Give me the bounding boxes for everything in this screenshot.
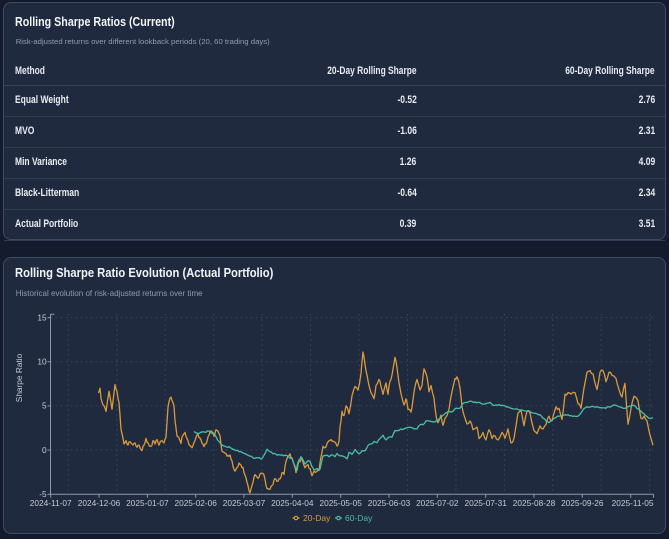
svg-text:60-Day: 60-Day [345,513,373,523]
svg-text:2024-12-06: 2024-12-06 [78,498,121,508]
svg-text:-5: -5 [39,489,47,499]
svg-text:2025-11-05: 2025-11-05 [612,498,654,508]
svg-text:2025-08-28: 2025-08-28 [513,498,556,508]
svg-text:15: 15 [37,312,47,322]
svg-text:2025-02-06: 2025-02-06 [174,498,217,508]
svg-text:2025-06-03: 2025-06-03 [368,498,411,508]
svg-text:2024-11-07: 2024-11-07 [30,498,72,508]
svg-text:2025-01-07: 2025-01-07 [126,498,169,508]
svg-text:10: 10 [37,357,47,367]
svg-text:2025-07-31: 2025-07-31 [464,498,507,508]
svg-text:2025-05-05: 2025-05-05 [319,498,362,508]
svg-text:0: 0 [42,445,47,455]
svg-text:Sharpe Ratio: Sharpe Ratio [14,353,24,402]
svg-text:2025-03-07: 2025-03-07 [223,498,266,508]
svg-text:20-Day: 20-Day [303,513,331,523]
svg-text:2025-04-04: 2025-04-04 [271,498,314,508]
svg-text:2025-07-02: 2025-07-02 [416,498,459,508]
svg-text:2025-09-26: 2025-09-26 [561,498,604,508]
svg-text:5: 5 [42,401,47,411]
